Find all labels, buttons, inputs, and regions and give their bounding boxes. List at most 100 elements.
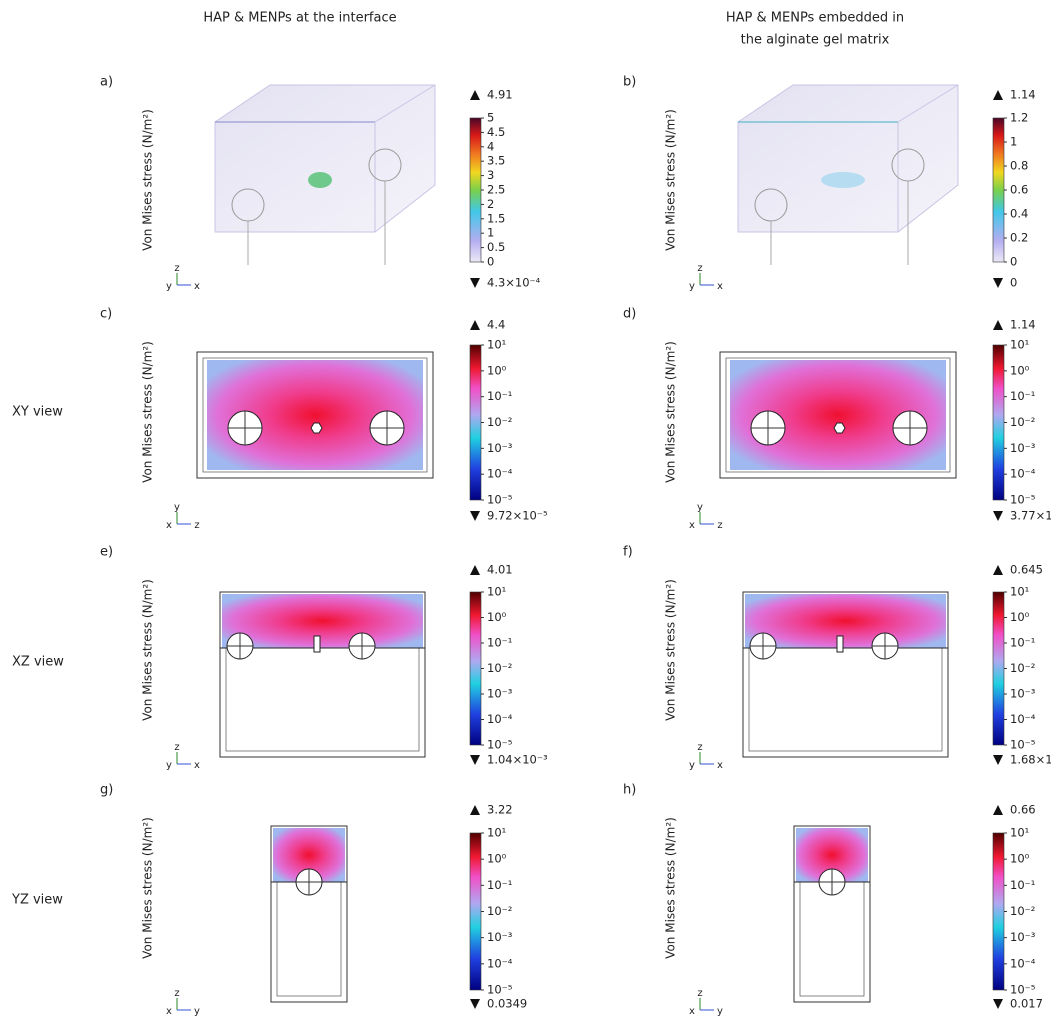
axis-label: z [194,520,199,531]
cross [227,633,253,659]
colorbar-tick-label: 10⁻³ [487,687,513,701]
panel: a) Von Mises stress (N/m²) zy x 4.91 54.543.5… [100,75,541,293]
colorbar [469,344,482,501]
colorbar-max: 4.4 [487,318,505,332]
max-marker [470,565,480,575]
panel-label: h) [623,783,636,798]
colorbar-tick-label: 10⁻¹ [487,389,512,403]
min-marker [993,511,1003,521]
panel: d) Von Mises stress (N/m²) yx z 1.14 10¹ 10⁰ 10… [623,307,1051,532]
colorbar-tick-label: 10⁻² [487,415,512,429]
colorbar-tick-label: 10⁻⁵ [1010,738,1036,752]
axis-label: y [166,281,172,292]
axis-label: z [697,988,702,999]
cross [819,869,845,895]
colorbar-tick-label: 3.5 [487,154,505,168]
colorbar-tick-label: 10⁻¹ [1010,636,1035,650]
colorbar-tick-label: 10⁻¹ [1010,878,1035,892]
min-marker [470,511,480,521]
colorbar [992,344,1005,501]
min-marker [470,278,480,288]
colorbar-min: 1.68×10⁻³ [1010,753,1051,767]
colorbar-tick-label: 10⁻⁵ [487,493,513,507]
colorbar-min: 9.72×10⁻⁵ [487,509,548,523]
axis-label: y [689,281,695,292]
axis-label: y [194,1006,200,1017]
colorbar-tick-label: 10⁻⁵ [1010,983,1036,997]
axis-label: y [166,760,172,771]
colorbar-tick-label: 10⁻¹ [487,636,512,650]
colorbar-min: 0.0349 [487,997,527,1011]
colorbar-tick-label: 0.6 [1010,183,1028,197]
gel-box [214,84,436,233]
max-marker [993,90,1003,100]
colorbar-tick-label: 10⁻² [1010,415,1035,429]
colorbar-max: 1.14 [1010,88,1036,102]
axis-label: z [717,520,722,531]
max-marker [470,90,480,100]
axis-label: x [689,1006,695,1017]
colorbar-tick-label: 10⁻² [1010,661,1035,675]
colorbar-tick-label: 10⁻³ [1010,930,1036,944]
min-marker [470,999,480,1009]
panel-label: b) [623,75,636,90]
panel-label: f) [623,545,633,560]
axis-label: z [697,263,702,274]
colorbar-tick-label: 10⁻⁴ [487,712,513,726]
colorbar [992,591,1005,746]
particle [833,422,846,434]
domain-inner [725,357,951,473]
colorbar-tick-label: 10⁻⁴ [1010,712,1036,726]
panel-label: d) [623,307,636,322]
particle [836,635,844,653]
axis-label: z [697,742,702,753]
axis-label: y [717,1006,723,1017]
colorbar-tick-label: 1 [1010,135,1017,149]
max-marker [993,565,1003,575]
y-axis-label: Von Mises stress (N/m²) [664,579,678,721]
colorbar-max: 0.645 [1010,563,1043,577]
y-axis-label: Von Mises stress (N/m²) [141,817,155,959]
colorbar [992,832,1005,991]
panel: g) Von Mises stress (N/m²) zx y 3.22 10¹ 10⁰ 10… [100,783,527,1018]
colorbar-tick-label: 10⁻⁵ [487,983,513,997]
colorbar-tick-label: 0 [1010,255,1017,269]
colorbar-tick-label: 10⁰ [1010,610,1030,624]
panel-label: g) [100,783,113,798]
panel: f) Von Mises stress (N/m²) zy x 0.645 10¹ 10⁰ 1… [623,545,1051,772]
stress-field [222,594,423,648]
panel: c) Von Mises stress (N/m²) yx z 4.4 10¹ 10⁰ 10⁻… [100,307,548,532]
axis-label: x [166,1006,172,1017]
axis-label: y [174,502,180,513]
colorbar-tick-label: 10⁻⁴ [487,956,513,970]
colorbar-tick-label: 3 [487,168,494,182]
colorbar-tick-label: 10⁻² [487,661,512,675]
axis-label: x [717,281,723,292]
row-label: XY view [12,405,63,420]
gel-box [737,84,959,233]
axis-label: z [174,263,179,274]
y-axis-label: Von Mises stress (N/m²) [664,109,678,251]
min-marker [470,755,480,765]
axis-label: z [174,742,179,753]
colorbar-tick-label: 10⁰ [487,852,507,866]
panel: b) Von Mises stress (N/m²) zy x 1.14 1.2 1 0.8 0… [623,75,1036,293]
colorbar-tick-label: 10⁻³ [487,441,513,455]
colorbar [469,832,482,991]
particle [310,422,323,434]
colorbar-tick-label: 10⁻³ [487,930,513,944]
y-axis-label: Von Mises stress (N/m²) [664,341,678,483]
colorbar-tick-label: 10¹ [487,585,506,599]
max-marker [993,320,1003,330]
column-header: HAP & MENPs embedded in [726,11,904,26]
colorbar-tick-label: 0.4 [1010,207,1028,221]
colorbar-tick-label: 10¹ [1010,585,1029,599]
colorbar-tick-label: 5 [487,111,494,125]
colorbar-tick-label: 10⁻¹ [487,878,512,892]
axis-label: x [166,520,172,531]
y-axis-label: Von Mises stress (N/m²) [664,817,678,959]
colorbar-min: 0.017 [1010,997,1043,1011]
colorbar-max: 4.01 [487,563,513,577]
colorbar-tick-label: 10⁰ [1010,852,1030,866]
axis-label: x [194,760,200,771]
